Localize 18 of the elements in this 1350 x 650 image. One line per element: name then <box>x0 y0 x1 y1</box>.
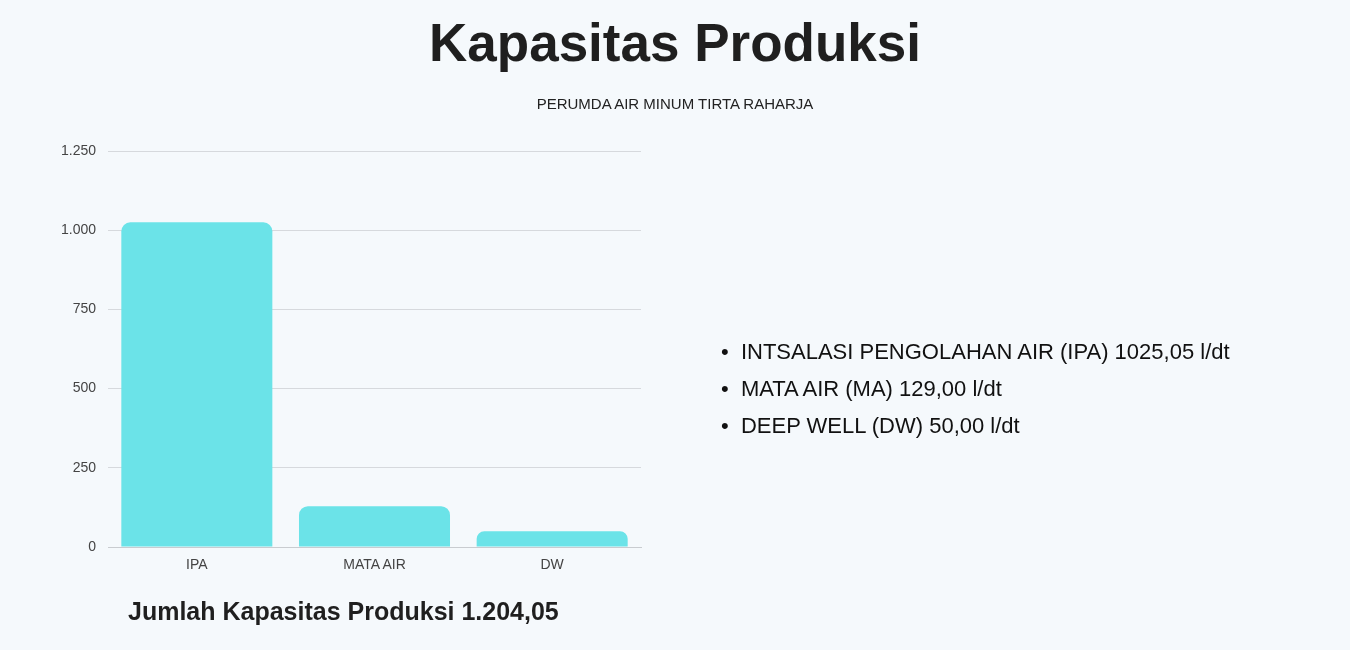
bar <box>298 506 451 547</box>
text: Jumlah Kapasitas Produksi 1.204,05 <box>128 597 559 626</box>
y-tick-label: 750 <box>72 300 97 317</box>
x-tick-label: MATA AIR <box>343 556 406 573</box>
x-tick-label: IPA <box>186 556 209 573</box>
y-tick-label: 0 <box>88 537 97 554</box>
text: • DEEP WELL (DW) 50,00 l/dt <box>721 412 1021 440</box>
y-tick-label: 250 <box>72 458 97 475</box>
y-tick-label: 1.000 <box>60 221 97 238</box>
text: • INTSALASI PENGOLAHAN AIR (IPA) 1025,05 l/dt <box>721 338 1230 366</box>
y-tick-label: 500 <box>72 379 97 396</box>
chart-title: Kapasitas Produksi <box>428 12 922 73</box>
text: PERUMDA AIR MINUM TIRTA RAHARJA <box>535 95 815 112</box>
x-tick-label: DW <box>540 556 565 573</box>
bar <box>476 531 628 547</box>
y-tick-label: 1.250 <box>60 141 97 158</box>
bar <box>121 222 273 547</box>
text: • MATA AIR (MA) 129,00 l/dt <box>721 375 1003 403</box>
